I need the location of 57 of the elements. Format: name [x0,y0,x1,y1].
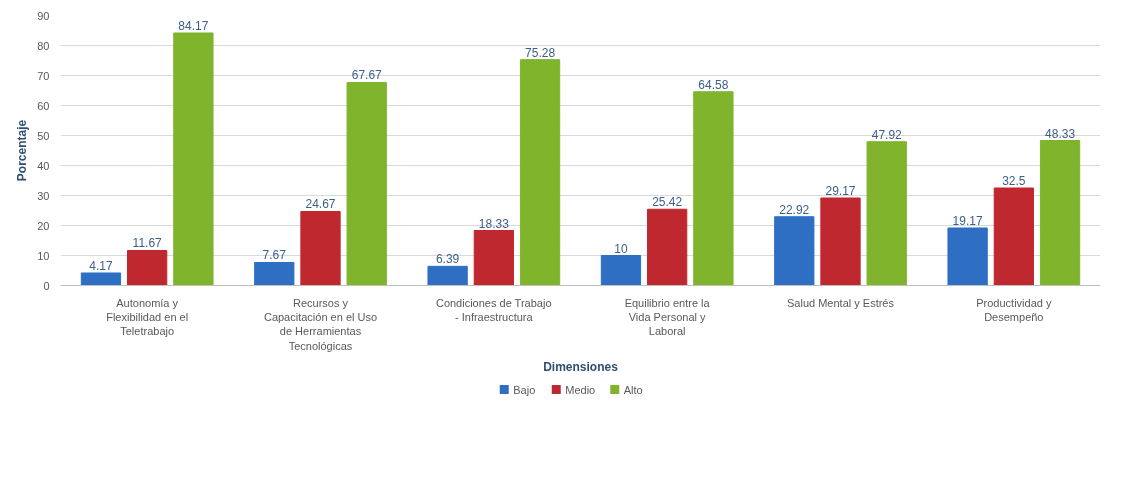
bar [254,261,295,286]
data-label: 24.67 [305,197,336,212]
bar [947,227,988,286]
data-label: 64.58 [698,77,729,92]
data-label: 75.28 [525,45,556,60]
data-label: 4.17 [89,258,113,273]
bar [600,255,642,286]
data-label: 25.42 [652,195,683,210]
y-tick-label: 20 [37,219,50,232]
data-label: 29.17 [825,183,856,198]
bar [346,81,387,286]
y-tick-label: 60 [37,99,50,112]
data-label: 10 [614,241,628,256]
data-label: 48.33 [1045,126,1076,141]
y-tick-label: 90 [37,9,50,22]
bar [693,91,734,286]
x-tick-label: Condiciones de Trabajo - Infraestructura [435,296,552,323]
legend-label: Alto [623,383,643,396]
data-label: 84.17 [178,18,209,33]
data-label: 11.67 [132,236,163,251]
legend-label: Bajo [513,383,536,396]
y-tick-label: 40 [37,159,50,172]
data-label: 22.92 [779,202,810,217]
bar [866,141,907,286]
data-label: 32.5 [1002,174,1026,188]
x-tick-label: Equilibrio entre la Vida Personal y Laboral [624,296,711,338]
data-label: 47.92 [871,127,903,142]
data-label: 6.39 [435,252,460,267]
bar [127,249,168,286]
bar [820,197,861,286]
data-label: 7.67 [262,248,287,263]
data-label: 19.17 [952,213,983,228]
y-axis-title: Porcentaje [15,119,30,182]
x-axis-title: Dimensiones [543,359,619,374]
legend-label: Medio [565,383,596,396]
x-tick-label: Productividad y Desempeño [976,296,1052,323]
bar [993,187,1034,286]
bar [427,265,468,286]
bar [300,210,341,286]
x-tick-label: Salud Mental y Estrés [787,296,895,309]
bar [519,59,561,286]
data-label: 18.33 [478,216,510,231]
y-tick-label: 0 [43,279,50,292]
bar [647,208,688,286]
y-tick-label: 30 [37,189,50,202]
bar [173,32,214,286]
data-label: 67.67 [351,68,383,83]
bar [1039,140,1081,286]
x-tick-label: Autonomía y Flexibilidad en el Teletrabajo [106,296,189,338]
y-tick-label: 80 [37,39,50,52]
bar [473,230,514,286]
bar [80,272,122,286]
y-tick-label: 50 [37,129,50,142]
y-tick-label: 70 [37,69,50,82]
y-tick-label: 10 [37,249,50,262]
x-tick-label: Recursos y Capacitación en el Uso de Herramientas Tecnológicas [263,296,378,352]
bar [774,216,815,286]
